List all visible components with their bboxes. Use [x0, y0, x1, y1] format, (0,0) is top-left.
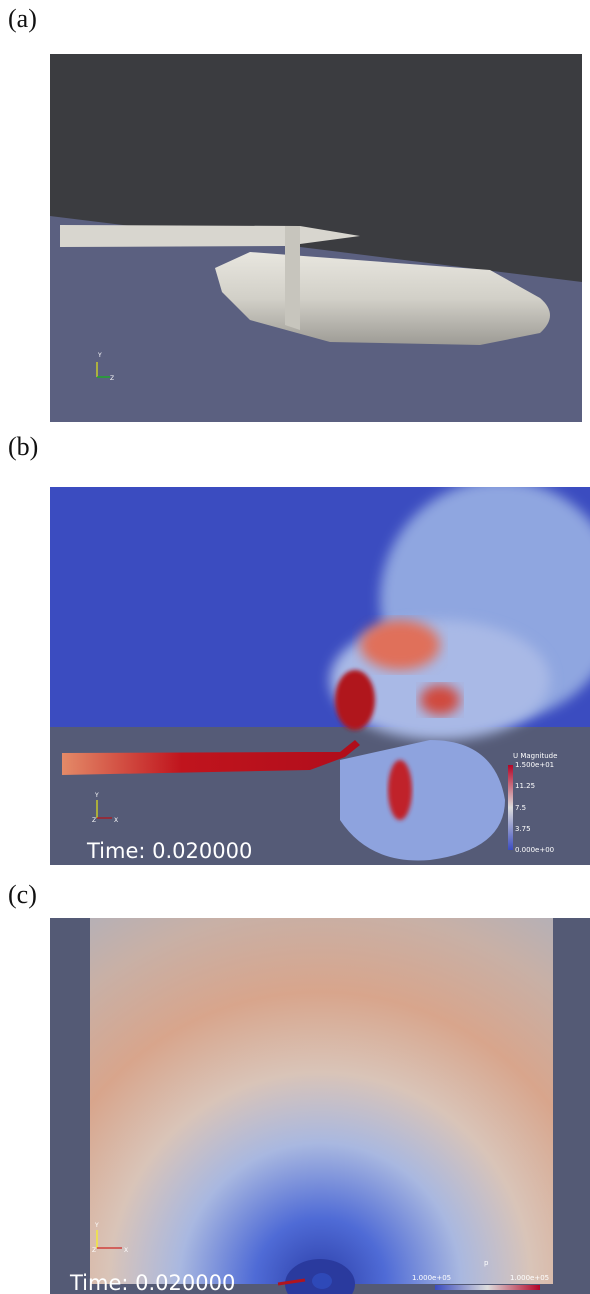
colorbar-tick: 1.000e+05	[510, 1274, 549, 1282]
axis-label: Z	[92, 1247, 96, 1254]
render-a: Y Z	[50, 54, 582, 422]
colorbar-title: U Magnitude	[513, 752, 557, 760]
panel-label: (b)	[8, 432, 38, 461]
axis-label: Z	[110, 375, 114, 382]
time-label: Time: 0.020000	[69, 1271, 235, 1294]
colorbar-tick: 1.500e+01	[515, 761, 554, 769]
time-label: Time: 0.020000	[86, 839, 252, 863]
colorbar-tick: 11.25	[515, 782, 535, 790]
axis-label: Y	[94, 792, 99, 799]
colorbar-tick: 7.5	[515, 804, 526, 812]
axis-label: X	[124, 1247, 128, 1254]
colorbar	[508, 765, 513, 850]
panel-label: (c)	[8, 880, 37, 909]
colorbar-tick: 0.000e+00	[515, 846, 554, 854]
colorbar	[435, 1285, 540, 1290]
panel-label: (a)	[8, 4, 37, 33]
axis-label: Y	[94, 1222, 99, 1229]
axis-label: Y	[97, 352, 102, 359]
colorbar-tick: 3.75	[515, 825, 531, 833]
page: {"panels": [ {"label": "(a)", "axes": ["…	[0, 0, 590, 1294]
figure: (a) Y Z (b) Y Z X Time: 0.020000 U Magni…	[0, 0, 590, 1294]
colorbar-tick: 1.000e+05	[412, 1274, 451, 1282]
colorbar-title: p	[484, 1259, 489, 1267]
render-c	[50, 918, 590, 1294]
axis-label: Z	[92, 817, 96, 824]
axis-label: X	[114, 817, 118, 824]
